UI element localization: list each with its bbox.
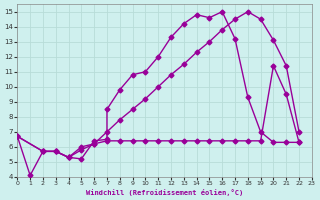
X-axis label: Windchill (Refroidissement éolien,°C): Windchill (Refroidissement éolien,°C) bbox=[86, 189, 243, 196]
